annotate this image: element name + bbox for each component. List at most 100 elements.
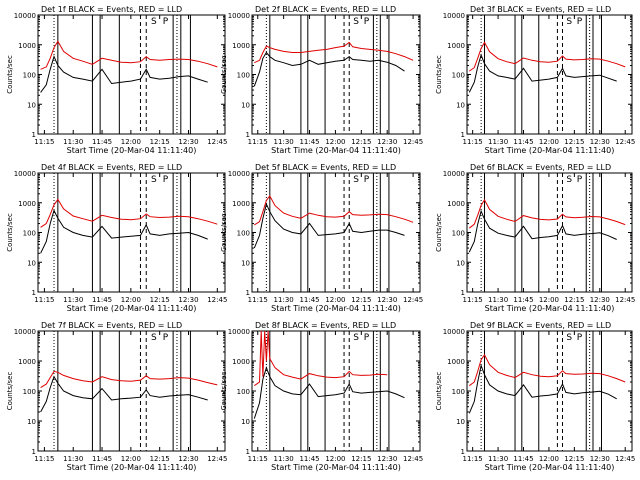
series-line-events <box>40 375 208 413</box>
y-tick-label: 1 <box>246 289 250 297</box>
panel-1: Det 1f BLACK = Events, RED = LLD S P 1 10 100… <box>6 5 227 155</box>
x-tick-label: 11:15 <box>34 296 54 304</box>
x-tick-label: 11:45 <box>513 138 533 146</box>
region-label: P <box>163 17 169 27</box>
region-label: S <box>151 17 157 27</box>
y-tick-label: 10 <box>27 259 36 267</box>
series-line-events <box>468 363 617 414</box>
y-tick-label: 10 <box>456 418 465 426</box>
y-tick-label: 10000 <box>14 170 36 178</box>
y-tick-label: 1 <box>32 289 36 297</box>
region-label: P <box>364 17 370 27</box>
x-tick-label: 11:15 <box>248 138 268 146</box>
y-axis-label: Counts/sec <box>220 213 228 252</box>
x-tick-label: 12:00 <box>539 296 559 304</box>
x-tick-label: 12:45 <box>615 138 635 146</box>
y-tick-label: 100 <box>23 388 36 396</box>
panel-title: Det 5f BLACK = Events, RED = LLD <box>255 163 396 172</box>
plot-frame <box>466 172 633 293</box>
region-label: P <box>163 333 169 343</box>
x-tick-label: 12:45 <box>403 455 423 463</box>
x-tick-label: 12:30 <box>377 455 397 463</box>
region-label: P <box>577 333 583 343</box>
x-axis-label: Start Time (20-Mar-04 11:11:40) <box>271 463 401 472</box>
region-label: S <box>566 175 572 185</box>
x-tick-label: 11:30 <box>274 138 294 146</box>
x-tick-label: 12:30 <box>590 296 610 304</box>
x-tick-label: 11:15 <box>463 455 483 463</box>
y-tick-label: 1000 <box>447 200 465 208</box>
plot-frame <box>37 172 226 293</box>
region-label: P <box>577 17 583 27</box>
x-tick-label: 11:45 <box>92 455 112 463</box>
x-tick-label: 11:45 <box>299 455 319 463</box>
y-tick-label: 1 <box>32 448 36 456</box>
y-tick-label: 100 <box>23 230 36 238</box>
series-line-events <box>468 53 617 93</box>
x-axis-label: Start Time (20-Mar-04 11:11:40) <box>271 304 401 313</box>
series-line-events <box>253 51 405 87</box>
x-tick-label: 11:45 <box>299 138 319 146</box>
region-label: S <box>151 175 157 185</box>
y-tick-label: 100 <box>23 72 36 80</box>
y-tick-label: 100 <box>452 388 465 396</box>
y-tick-label: 100 <box>452 72 465 80</box>
x-tick-label: 12:00 <box>121 138 141 146</box>
x-tick-label: 12:15 <box>351 296 371 304</box>
x-tick-label: 12:45 <box>615 296 635 304</box>
x-tick-label: 12:15 <box>564 296 584 304</box>
y-tick-label: 1000 <box>447 42 465 50</box>
x-tick-label: 11:15 <box>34 455 54 463</box>
series-line-lld <box>469 41 626 72</box>
panel-title: Det 2f BLACK = Events, RED = LLD <box>255 5 396 14</box>
y-tick-label: 10000 <box>443 12 465 20</box>
series-line-lld <box>469 353 626 387</box>
series-line-events <box>40 209 208 254</box>
region-label: S <box>353 175 359 185</box>
x-tick-label: 12:00 <box>325 138 345 146</box>
series-line-events <box>253 366 405 419</box>
x-axis-label: Start Time (20-Mar-04 11:11:40) <box>271 146 401 155</box>
y-tick-label: 1000 <box>447 358 465 366</box>
y-tick-label: 100 <box>452 230 465 238</box>
x-axis-label: Start Time (20-Mar-04 11:11:40) <box>67 146 197 155</box>
x-tick-label: 11:15 <box>248 455 268 463</box>
series-line-lld <box>254 41 414 64</box>
x-tick-label: 11:45 <box>513 296 533 304</box>
x-tick-label: 11:30 <box>274 296 294 304</box>
x-tick-label: 11:15 <box>34 138 54 146</box>
panel-6: Det 6f BLACK = Events, RED = LLD S P 1 10 100… <box>435 163 635 313</box>
series-line-lld <box>40 198 218 228</box>
region-label: P <box>364 175 370 185</box>
x-tick-label: 12:30 <box>590 138 610 146</box>
y-tick-label: 1 <box>461 448 465 456</box>
y-tick-label: 10 <box>456 259 465 267</box>
x-tick-label: 11:45 <box>513 455 533 463</box>
y-tick-label: 10 <box>456 101 465 109</box>
plot-frame <box>466 330 633 452</box>
panel-title: Det 9f BLACK = Events, RED = LLD <box>470 321 611 330</box>
series-line-events <box>468 209 617 253</box>
y-axis-label: Counts/sec <box>6 372 14 411</box>
panel-2: Det 2f BLACK = Events, RED = LLD S P 1 10 100… <box>220 5 423 155</box>
plot-frame <box>37 14 226 135</box>
region-label: S <box>566 333 572 343</box>
x-tick-label: 12:30 <box>377 138 397 146</box>
y-axis-label: Counts/sec <box>6 213 14 252</box>
series-line-events <box>253 202 405 249</box>
x-tick-label: 11:30 <box>488 455 508 463</box>
y-tick-label: 1 <box>246 448 250 456</box>
x-tick-label: 11:15 <box>463 296 483 304</box>
plot-frame <box>466 14 633 135</box>
panel-4: Det 4f BLACK = Events, RED = LLD S P 1 10 100… <box>6 163 227 313</box>
x-tick-label: 12:45 <box>207 138 227 146</box>
panel-8: Det 8f BLACK = Events, RED = LLD S P 1 10 100… <box>220 321 423 472</box>
y-tick-label: 10000 <box>228 328 250 336</box>
x-tick-label: 12:15 <box>351 455 371 463</box>
x-tick-label: 12:30 <box>178 138 198 146</box>
plot-frame <box>251 14 421 135</box>
x-tick-label: 12:15 <box>150 455 170 463</box>
x-axis-label: Start Time (20-Mar-04 11:11:40) <box>67 304 197 313</box>
y-tick-label: 10000 <box>228 170 250 178</box>
